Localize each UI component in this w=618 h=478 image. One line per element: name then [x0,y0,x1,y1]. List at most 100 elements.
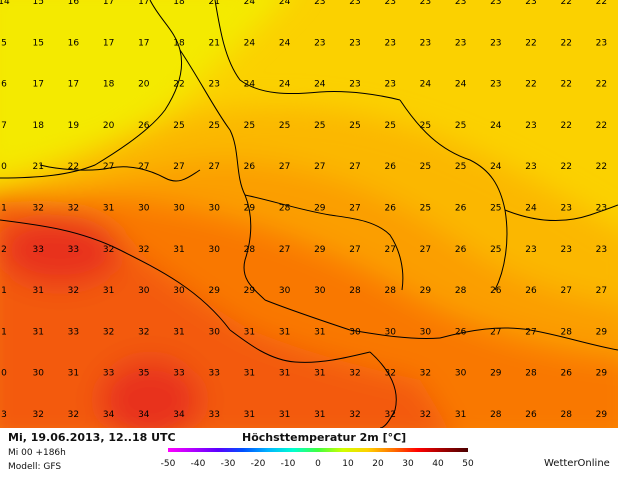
temperature-value: 33 [208,410,219,420]
border-fr [0,219,231,331]
temperature-value: 32 [420,369,431,379]
temperature-value: 24 [244,0,256,7]
temperature-value: 23 [596,204,607,214]
temperature-value: 31 [32,286,43,296]
temperature-value: 32 [32,204,43,214]
temperature-value: 27 [420,245,431,255]
temperature-value: 33 [68,327,79,337]
color-scale: -50 -40 -30 -20 -10 0 10 20 30 40 50 [161,448,474,469]
temperature-value: 31 [314,410,325,420]
temperature-value: 27 [314,162,325,172]
temperature-value: 31 [279,327,290,337]
temperature-value: 24 [455,80,467,90]
temperature-value: 24 [279,80,291,90]
temperature-value: 29 [596,410,608,420]
temperature-value: 27 [490,327,501,337]
border-pl [504,204,618,221]
temperature-value: 32 [384,369,395,379]
temperature-value: 25 [244,121,255,131]
temperature-value: 31 [103,204,114,214]
temperature-value: 31 [279,410,290,420]
zone-35b [100,360,200,428]
border-it [369,351,397,428]
temperature-value: 24 [314,80,326,90]
temperature-zones [0,0,618,428]
temperature-value: 23 [525,0,536,7]
color-scale-bar [168,448,468,452]
model-run: Mi 00 +186h [8,448,66,458]
temperature-value: 32 [138,327,149,337]
scale-tick-label: 30 [402,459,414,469]
temperature-value: 25 [420,162,431,172]
temperature-value: 26 [455,204,467,214]
temperature-value: 23 [560,245,571,255]
temperature-value: 23 [490,0,501,7]
temperature-value: 30 [314,286,326,296]
temperature-value: 27 [384,245,395,255]
temperature-value: 23 [596,245,607,255]
temperature-value: 24 [244,38,256,48]
temperature-value: 1 [1,286,7,296]
temperature-value: 31 [244,369,255,379]
temperature-value: 24 [420,80,432,90]
temperature-value: 29 [244,286,256,296]
scale-tick-label: 20 [372,459,384,469]
temperature-value: 23 [384,38,395,48]
temperature-value: 34 [138,410,150,420]
model-name: Modell: GFS [8,462,62,472]
temperature-value: 32 [349,369,360,379]
temperature-value: 24 [279,0,291,7]
temperature-value: 31 [173,245,184,255]
temperature-value: 27 [596,286,607,296]
coastline-east [214,0,401,101]
temperature-labels: 14 15 16 17 17 18 21 24 24 23 23 23 23 23 23 23 22 225 15 1… [0,0,607,420]
temperature-value: 16 [68,0,80,7]
temperature-value: 29 [596,369,608,379]
temperature-value: 27 [349,245,360,255]
temperature-value: 20 [103,121,115,131]
temperature-value: 31 [455,410,466,420]
temperature-value: 32 [420,410,431,420]
scale-tick-label: 0 [315,459,321,469]
temperature-value: 20 [138,80,150,90]
temperature-value: 22 [525,80,536,90]
temperature-value: 3 [1,410,7,420]
temperature-value: 28 [244,245,256,255]
temperature-value: 26 [384,162,396,172]
temperature-value: 33 [68,245,79,255]
temperature-value: 33 [103,369,114,379]
temperature-value: 32 [68,286,79,296]
temperature-value: 6 [1,80,7,90]
temperature-value: 22 [560,38,571,48]
temperature-value: 25 [420,204,431,214]
temperature-value: 26 [525,286,537,296]
scale-tick-label: -50 [161,459,176,469]
temperature-value: 28 [384,286,396,296]
temperature-value: 30 [384,327,396,337]
temperature-value: 22 [173,80,184,90]
temperature-value: 2 [1,245,7,255]
temperature-value: 27 [560,286,571,296]
temperature-value: 23 [384,0,395,7]
temperature-value: 29 [596,327,608,337]
temperature-value: 23 [525,245,536,255]
temperature-value: 29 [208,286,220,296]
temperature-value: 23 [349,80,360,90]
temperature-value: 30 [208,204,220,214]
temperature-value: 22 [560,121,571,131]
temperature-value: 28 [560,327,572,337]
border-benelux [179,49,266,301]
temperature-value: 31 [68,369,79,379]
temperature-value: 24 [279,38,291,48]
temperature-value: 32 [68,410,79,420]
temperature-value: 31 [244,410,255,420]
forecast-date: Mi, 19.06.2013, 12..18 UTC [8,431,176,444]
temperature-value: 24 [525,204,537,214]
temperature-value: 15 [32,38,43,48]
temperature-value: 23 [349,0,360,7]
border-cz [399,99,508,291]
temperature-value: 23 [490,38,501,48]
temperature-value: 26 [490,286,502,296]
temperature-value: 27 [208,162,219,172]
temperature-value: 29 [314,204,326,214]
